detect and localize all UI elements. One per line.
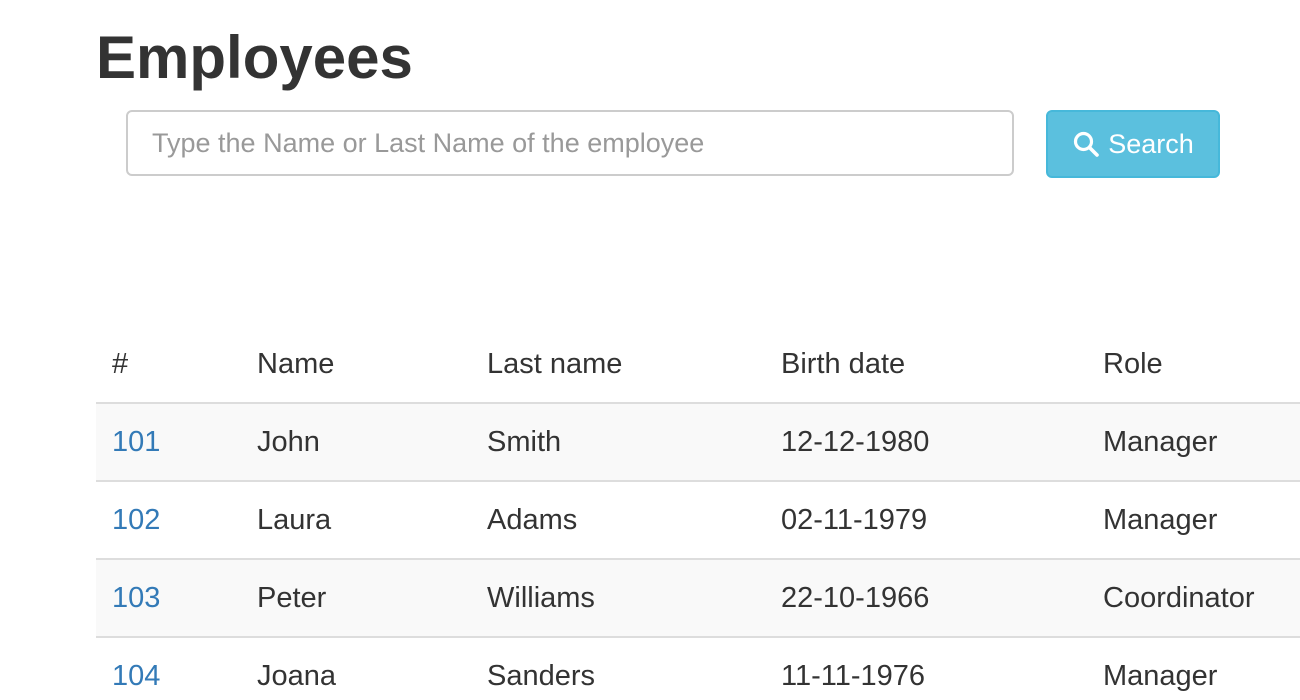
search-icon bbox=[1074, 131, 1100, 157]
cell-name: Peter bbox=[241, 558, 471, 637]
column-header-birth-date[interactable]: Birth date bbox=[765, 326, 1087, 404]
employee-id-link[interactable]: 102 bbox=[112, 503, 161, 536]
column-header-last-name[interactable]: Last name bbox=[471, 326, 765, 404]
cell-birth-date: 02-11-1979 bbox=[765, 480, 1087, 559]
table-row[interactable]: 101 John Smith 12-12-1980 Manager bbox=[96, 403, 1300, 481]
cell-role: Manager bbox=[1087, 636, 1300, 700]
search-button-label: Search bbox=[1108, 128, 1194, 159]
column-header-role[interactable]: Role bbox=[1087, 326, 1300, 404]
cell-name: John bbox=[257, 425, 320, 458]
cell-role: Coordinator bbox=[1087, 558, 1300, 637]
employee-id-link[interactable]: 103 bbox=[112, 581, 161, 614]
table-header-row: # Name Last name Birth date Role bbox=[96, 326, 1300, 404]
table-row[interactable]: 104 Joana Sanders 11-11-1976 Manager bbox=[96, 636, 1300, 700]
cell-name: Laura bbox=[241, 480, 471, 559]
table-row[interactable]: 102 Laura Adams 02-11-1979 Manager bbox=[96, 480, 1300, 559]
table-row[interactable]: 103 Peter Williams 22-10-1966 Coordinato… bbox=[96, 558, 1300, 637]
cell-last-name: Sanders bbox=[471, 636, 765, 700]
cell-last-name: Williams bbox=[471, 558, 765, 637]
cell-last-name: Smith bbox=[487, 425, 562, 458]
cell-role: Manager bbox=[1087, 480, 1300, 559]
search-input[interactable] bbox=[126, 110, 1014, 176]
cell-id: 101 bbox=[96, 403, 241, 481]
cell-id: 103 bbox=[96, 558, 241, 637]
employee-id-link[interactable]: 104 bbox=[112, 659, 161, 692]
cell-birth-date: 12-12-1980 bbox=[781, 425, 930, 458]
cell-last-name: Adams bbox=[471, 480, 765, 559]
cell-role: Manager bbox=[1103, 425, 1218, 458]
cell-name: Joana bbox=[241, 636, 471, 700]
search-button[interactable]: Search bbox=[1046, 110, 1220, 178]
employees-table: # Name Last name Birth date Role 101 Joh… bbox=[96, 326, 1300, 700]
cell-id: 102 bbox=[96, 480, 241, 559]
cell-id: 104 bbox=[96, 636, 241, 700]
cell-birth-date: 22-10-1966 bbox=[765, 558, 1087, 637]
column-header-name[interactable]: Name bbox=[241, 326, 471, 404]
column-header-id[interactable]: # bbox=[96, 326, 241, 404]
cell-birth-date: 11-11-1976 bbox=[765, 636, 1087, 700]
page-title: Employees bbox=[96, 24, 413, 91]
employee-id-link[interactable]: 101 bbox=[112, 425, 161, 458]
